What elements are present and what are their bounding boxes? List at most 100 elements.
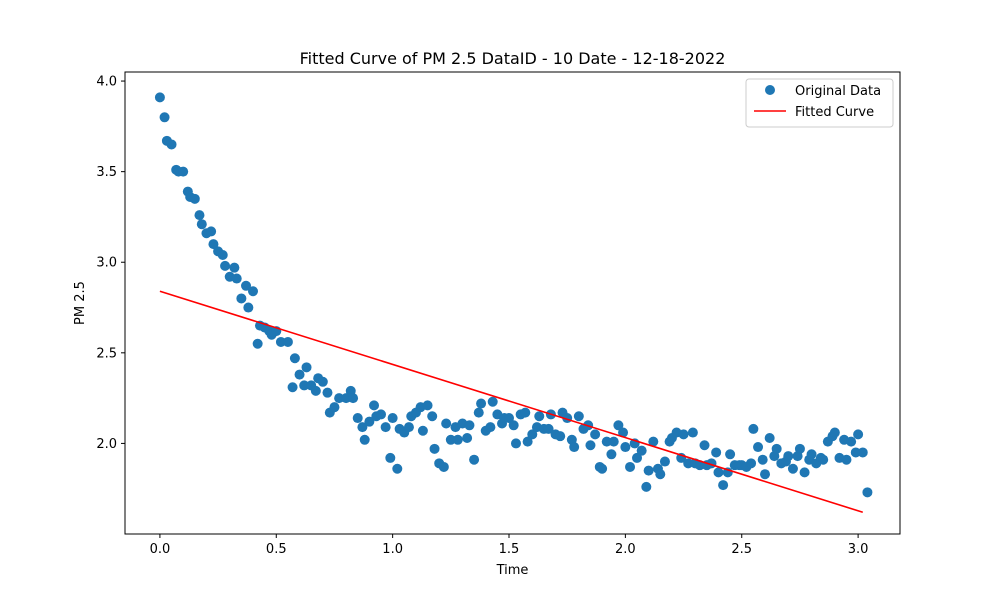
data-point	[462, 432, 473, 443]
y-tick-label: 3.5	[96, 165, 117, 180]
legend-fitted-curve-label: Fitted Curve	[795, 105, 874, 120]
data-point	[441, 418, 452, 429]
data-point	[341, 393, 352, 404]
legend-box	[745, 78, 894, 128]
data-point	[601, 436, 612, 447]
data-point	[217, 249, 228, 260]
x-tick-label: 2.0	[615, 542, 636, 557]
data-point	[613, 420, 624, 431]
data-point	[699, 440, 710, 451]
data-point	[348, 393, 359, 404]
data-point	[301, 362, 312, 373]
data-point	[683, 458, 694, 469]
data-point	[625, 461, 636, 472]
data-point	[369, 400, 380, 411]
data-point	[334, 393, 345, 404]
data-point	[387, 413, 398, 424]
chart-title: Fitted Curve of PM 2.5 DataID - 10 Date …	[300, 49, 726, 68]
data-point	[376, 409, 387, 420]
y-tick-label: 4.0	[96, 75, 117, 90]
data-point	[783, 451, 794, 462]
x-tick-label: 1.5	[499, 542, 520, 557]
x-tick-label: 0.5	[266, 542, 287, 557]
data-point	[403, 422, 414, 433]
data-point	[329, 402, 340, 413]
data-point	[718, 480, 729, 491]
data-point	[231, 273, 242, 284]
data-point	[194, 210, 205, 221]
data-point	[485, 422, 496, 433]
data-point	[678, 429, 689, 440]
data-point	[310, 385, 321, 396]
data-point	[711, 447, 722, 458]
data-point	[520, 407, 531, 418]
data-point	[862, 487, 873, 498]
axes-frame	[124, 71, 901, 535]
data-point	[352, 413, 363, 424]
data-point	[159, 112, 170, 123]
data-point	[846, 436, 857, 447]
data-point	[287, 382, 298, 393]
data-point	[438, 461, 449, 472]
data-point	[241, 280, 252, 291]
data-point	[806, 449, 817, 460]
data-point	[178, 166, 189, 177]
data-point	[641, 481, 652, 492]
data-point	[422, 400, 433, 411]
x-axis: 0.0 0.5 1.0 1.5 2.0 2.5 3.0	[150, 534, 868, 557]
data-point	[380, 422, 391, 433]
data-point	[597, 463, 608, 474]
data-point	[534, 411, 545, 422]
x-tick-label: 1.0	[382, 542, 403, 557]
data-point	[760, 469, 771, 480]
data-point	[243, 302, 254, 313]
data-point	[385, 452, 396, 463]
data-point	[196, 219, 207, 230]
data-point	[166, 139, 177, 150]
data-point	[620, 442, 631, 453]
data-point	[206, 226, 217, 237]
data-point	[452, 434, 463, 445]
plot-area	[154, 92, 873, 514]
data-point	[794, 443, 805, 454]
x-tick-label: 0.0	[150, 542, 171, 557]
x-axis-label: Time	[496, 563, 529, 578]
y-axis-label: PM 2.5	[73, 281, 88, 325]
data-point	[746, 458, 757, 469]
data-point	[748, 423, 759, 434]
data-point	[317, 376, 328, 387]
data-point	[555, 431, 566, 442]
data-point	[648, 436, 659, 447]
data-point	[275, 336, 286, 347]
data-point	[643, 465, 654, 476]
data-point	[799, 467, 810, 478]
y-tick-label: 3.0	[96, 256, 117, 271]
data-point	[359, 434, 370, 445]
data-point	[857, 447, 868, 458]
data-point	[850, 447, 861, 458]
data-point	[569, 442, 580, 453]
data-point	[764, 432, 775, 443]
data-point	[429, 443, 440, 454]
data-point	[229, 262, 240, 273]
data-point	[687, 427, 698, 438]
data-point	[504, 413, 515, 424]
data-point	[818, 454, 829, 465]
data-point	[725, 449, 736, 460]
data-point	[573, 411, 584, 422]
data-point	[713, 467, 724, 478]
data-point	[771, 443, 782, 454]
data-point	[189, 193, 200, 204]
data-point	[282, 336, 293, 347]
y-tick-label: 2.0	[96, 437, 117, 452]
data-point	[487, 396, 498, 407]
data-point	[248, 286, 259, 297]
data-point	[236, 293, 247, 304]
data-point	[510, 438, 521, 449]
data-point	[508, 420, 519, 431]
data-point	[632, 452, 643, 463]
data-point	[154, 92, 165, 103]
data-point	[527, 429, 538, 440]
data-point	[694, 460, 705, 471]
